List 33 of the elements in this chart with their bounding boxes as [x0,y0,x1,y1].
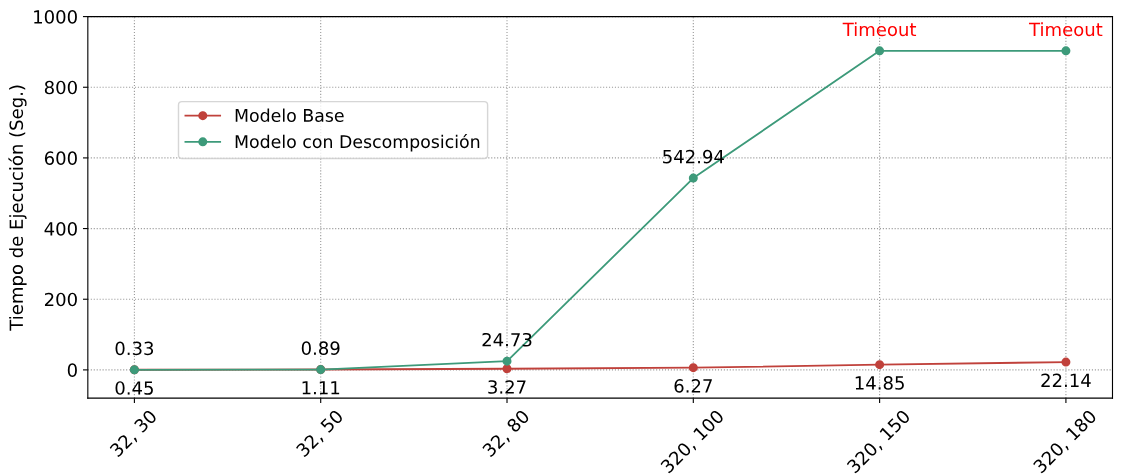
annotation: Timeout [842,22,917,37]
x-tick-label: 320, 180 [1032,408,1099,474]
data-label: 14.85 [855,376,904,390]
x-tick-label: 32, 50 [295,408,346,459]
y-tick-label: 0 [67,363,77,378]
data-label: 0.33 [115,341,154,356]
data-label: 542.94 [663,149,724,164]
y-axis-title: Tiempo de Ejecución (Seg.) [8,85,27,331]
x-tick-label: 32, 80 [481,408,532,459]
data-label: 6.27 [674,379,712,393]
point [1061,357,1071,367]
y-tick-label: 600 [44,151,77,166]
y-tick-label: 200 [44,292,77,307]
x-tick-label: 320, 100 [659,408,726,474]
legend-label: Modelo Base [235,108,344,122]
data-label: 1.11 [302,381,340,395]
point [502,356,512,366]
data-label: 3.27 [488,380,526,394]
annotation: Timeout [1028,22,1103,37]
data-label: 22.14 [1041,373,1091,387]
y-tick-label: 1000 [34,10,77,24]
y-tick-label: 400 [44,222,77,236]
x-tick-label: 32, 30 [109,408,159,459]
y-tick-label: 800 [44,80,77,95]
data-label: 0.89 [301,341,340,355]
point [875,360,885,370]
legend-label: Modelo con Descomposición [235,134,480,152]
point [688,363,698,373]
x-tick-label: 320, 150 [846,408,913,474]
point [1061,46,1071,56]
point [688,173,698,183]
data-label: 0.45 [115,381,153,395]
point [875,46,885,56]
